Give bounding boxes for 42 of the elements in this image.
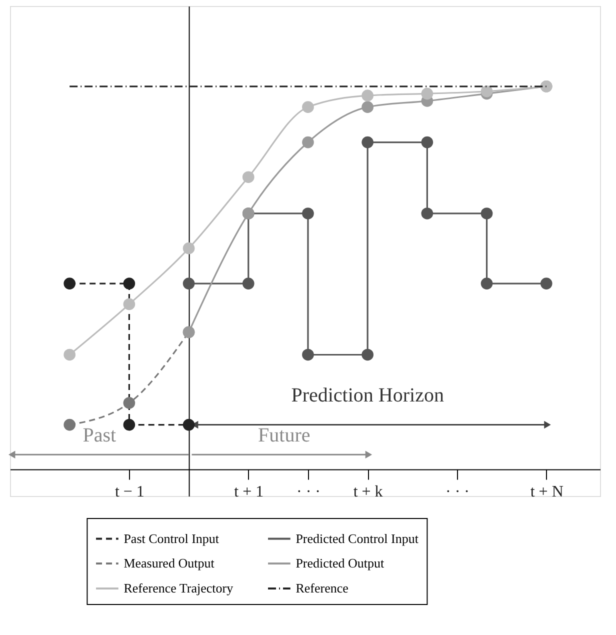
point <box>123 298 136 310</box>
point <box>242 171 254 184</box>
legend-label: Reference <box>296 580 349 596</box>
x-tick-label: t + k <box>353 484 383 501</box>
x-tick-label: · · · <box>296 484 320 501</box>
x-tick-label: t + 1 <box>234 484 264 501</box>
point <box>182 418 195 431</box>
point <box>421 88 434 100</box>
point <box>182 278 195 290</box>
annotation: Past <box>82 424 117 446</box>
point <box>362 90 374 102</box>
point <box>302 348 314 361</box>
point <box>64 418 76 431</box>
x-tick-label: · · · <box>445 484 470 501</box>
annotation: Prediction Horizon <box>291 384 444 406</box>
legend-label: Reference Trajectory <box>124 580 234 596</box>
point <box>302 208 314 220</box>
legend-label: Predicted Output <box>296 556 385 570</box>
point <box>123 278 136 290</box>
point <box>123 418 136 431</box>
point <box>182 242 195 254</box>
point <box>64 278 76 290</box>
point <box>64 348 76 361</box>
point <box>123 397 136 409</box>
legend-label: Predicted Control Input <box>296 530 419 546</box>
point <box>362 136 374 148</box>
point <box>421 136 434 148</box>
legend-label: Past Control Input <box>124 530 220 546</box>
point <box>480 85 493 98</box>
legend-label: Measured Output <box>124 556 215 570</box>
x-tick-label: t − 1 <box>114 484 144 501</box>
point <box>362 101 374 113</box>
point <box>302 136 314 148</box>
point <box>480 278 493 290</box>
point <box>540 278 552 290</box>
point <box>302 101 314 113</box>
annotation: Future <box>258 424 310 446</box>
point <box>421 208 434 220</box>
point <box>362 348 374 361</box>
x-tick-label: t + N <box>530 484 564 501</box>
point <box>242 278 254 290</box>
point <box>480 208 493 220</box>
